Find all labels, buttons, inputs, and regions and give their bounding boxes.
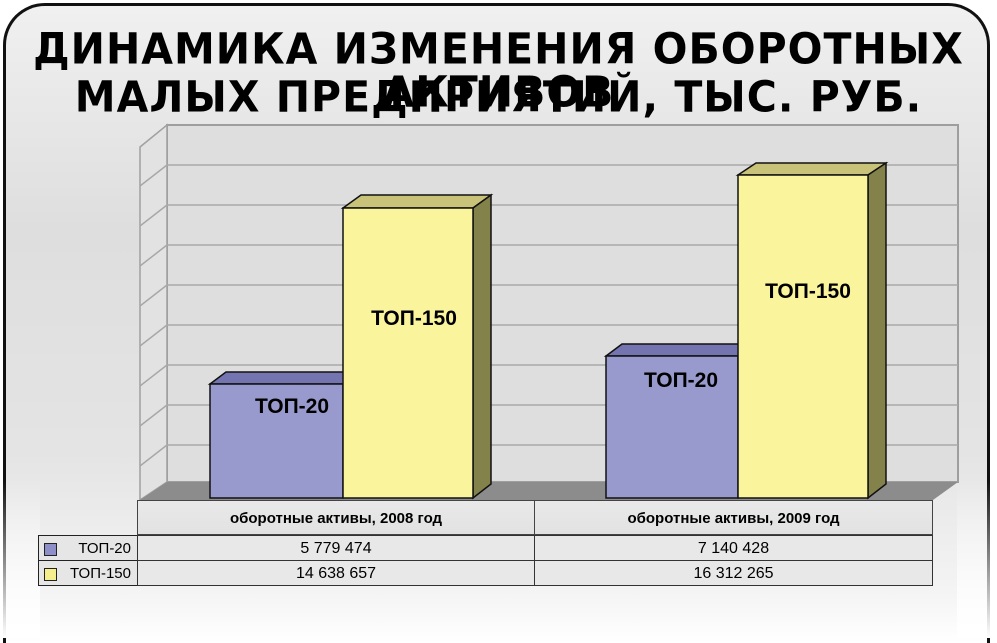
- table-header-2009: оборотные активы, 2009 год: [534, 500, 933, 535]
- bar-label-2009-top150: ТОП-150: [765, 280, 851, 303]
- bar-2008-top20: [207, 371, 362, 499]
- legend-label: ТОП-150: [70, 565, 131, 582]
- table-cell: 5 779 474: [137, 535, 535, 561]
- legend-row-top20: ТОП-20: [38, 535, 138, 561]
- table-cell: 7 140 428: [534, 535, 933, 561]
- bar-label-2008-top150: ТОП-150: [371, 307, 457, 330]
- bar-2009-top20: [603, 343, 757, 499]
- legend-swatch-top150: [44, 568, 57, 581]
- legend-label: ТОП-20: [78, 540, 131, 557]
- frame-fade: [0, 480, 40, 638]
- table-cell: 16 312 265: [534, 560, 933, 586]
- table-cell: 14 638 657: [137, 560, 535, 586]
- bar-label-2009-top20: ТОП-20: [644, 369, 718, 392]
- frame-fade: [957, 480, 997, 638]
- legend-row-top150: ТОП-150: [38, 560, 138, 586]
- bar-label-2008-top20: ТОП-20: [255, 395, 329, 418]
- chart-title-line-1: ДИНАМИКА ИЗМЕНЕНИЯ ОБОРОТНЫХ АКТИВОВ: [33, 23, 964, 118]
- legend-swatch-top20: [44, 543, 57, 556]
- bar-2009-top150: [735, 161, 889, 500]
- chart-title-line-2: МАЛЫХ ПРЕДПРИЯТИЙ, ТЫС. РУБ.: [74, 71, 923, 123]
- side-wall: [139, 123, 168, 502]
- table-header-2008: оборотные активы, 2008 год: [137, 500, 535, 535]
- bar-2008-top150: [340, 193, 494, 500]
